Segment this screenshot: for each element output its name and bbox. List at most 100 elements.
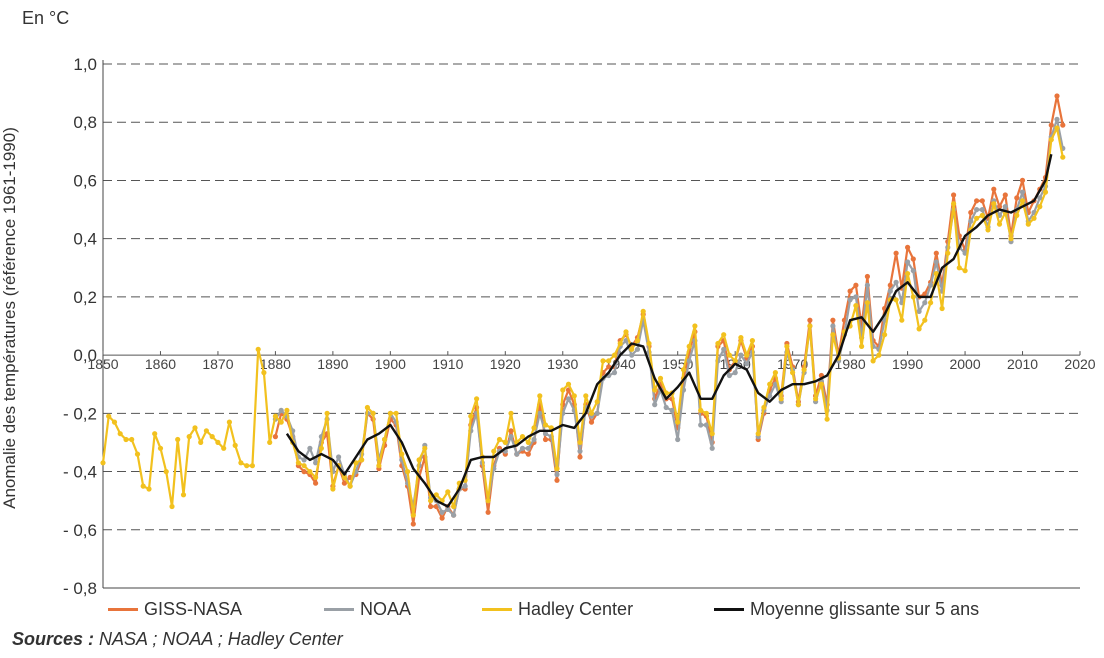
data-point — [531, 436, 537, 443]
data-point — [347, 483, 353, 489]
axes — [102, 60, 1081, 589]
data-point — [588, 419, 595, 425]
data-point — [830, 317, 836, 323]
data-point — [382, 436, 388, 443]
y-tick-label: - 0,6 — [63, 521, 97, 540]
legend-item-moyenne: Moyenne glissante sur 5 ans — [714, 597, 979, 621]
data-point — [514, 451, 520, 457]
data-point — [583, 393, 589, 399]
data-point — [1037, 195, 1043, 201]
data-point — [565, 396, 572, 402]
data-point — [353, 460, 359, 466]
data-point — [261, 370, 267, 376]
data-point — [106, 413, 112, 419]
data-point — [445, 489, 451, 495]
x-tick-label: 1880 — [260, 356, 291, 372]
data-point — [301, 469, 307, 475]
data-point — [405, 469, 411, 475]
data-point — [996, 221, 1003, 227]
data-point — [813, 396, 819, 402]
data-point — [962, 268, 968, 274]
data-point — [278, 407, 284, 413]
data-point — [272, 434, 278, 440]
x-tick-label: 2020 — [1064, 356, 1095, 372]
data-point — [474, 396, 480, 402]
data-point — [974, 198, 980, 204]
data-point — [893, 297, 899, 303]
x-tick-label: 1860 — [145, 356, 176, 372]
data-point — [525, 451, 531, 457]
data-point — [525, 439, 531, 445]
data-point — [1008, 236, 1014, 242]
data-point — [611, 352, 618, 358]
data-point — [933, 250, 939, 256]
data-point — [571, 393, 577, 399]
data-point — [307, 469, 313, 475]
data-point — [864, 300, 871, 306]
data-point — [416, 457, 422, 463]
data-point — [652, 387, 658, 393]
data-point — [928, 282, 934, 288]
data-point — [956, 265, 962, 271]
data-point — [134, 451, 141, 457]
x-tick-label: 1850 — [87, 356, 118, 372]
data-point — [468, 413, 474, 419]
data-point — [634, 346, 641, 352]
data-point — [318, 445, 324, 451]
data-point — [519, 434, 526, 440]
data-point — [1037, 204, 1043, 210]
data-point — [790, 370, 796, 376]
data-point — [244, 463, 250, 469]
data-point — [1002, 192, 1008, 198]
data-point — [301, 463, 307, 469]
data-point — [278, 419, 284, 425]
data-point — [698, 407, 704, 413]
data-point — [554, 466, 560, 472]
data-point — [703, 422, 710, 428]
data-point — [675, 419, 681, 425]
data-point — [157, 445, 164, 451]
data-point — [485, 498, 491, 504]
legend-swatch-hadley — [482, 607, 512, 611]
data-point — [542, 422, 549, 428]
legend-label-giss: GISS-NASA — [144, 598, 243, 619]
data-point — [600, 358, 606, 364]
sources-prefix: Sources : — [12, 629, 95, 649]
data-point — [864, 282, 871, 288]
data-point — [393, 410, 399, 416]
data-point — [698, 422, 704, 428]
data-point — [537, 410, 543, 416]
data-point — [203, 428, 209, 434]
data-point — [663, 404, 669, 411]
data-point — [439, 515, 445, 521]
data-point — [152, 431, 158, 437]
data-point — [933, 259, 939, 265]
data-point — [129, 436, 135, 443]
data-point — [502, 439, 508, 445]
data-point — [238, 460, 244, 466]
data-point — [795, 402, 802, 408]
data-point — [680, 367, 687, 373]
data-point — [376, 463, 382, 469]
data-point — [905, 271, 911, 277]
data-point — [255, 346, 261, 352]
data-point — [899, 317, 905, 323]
sources-text: NASA ; NOAA ; Hadley Center — [94, 629, 343, 649]
data-point — [928, 300, 934, 306]
data-point — [916, 326, 922, 332]
y-tick-label: 0,4 — [73, 230, 97, 249]
data-point — [1025, 221, 1031, 227]
y-tick-label: - 0,2 — [63, 404, 97, 423]
data-point — [893, 250, 899, 256]
data-point — [968, 209, 974, 216]
data-point — [146, 486, 152, 492]
data-point — [295, 460, 301, 466]
data-point — [772, 370, 779, 376]
x-tick-label: 1910 — [432, 356, 463, 372]
data-point — [922, 317, 928, 323]
data-point — [996, 204, 1003, 210]
data-point — [330, 486, 336, 492]
data-point — [611, 370, 618, 376]
data-point — [175, 436, 181, 443]
data-point — [508, 410, 514, 416]
